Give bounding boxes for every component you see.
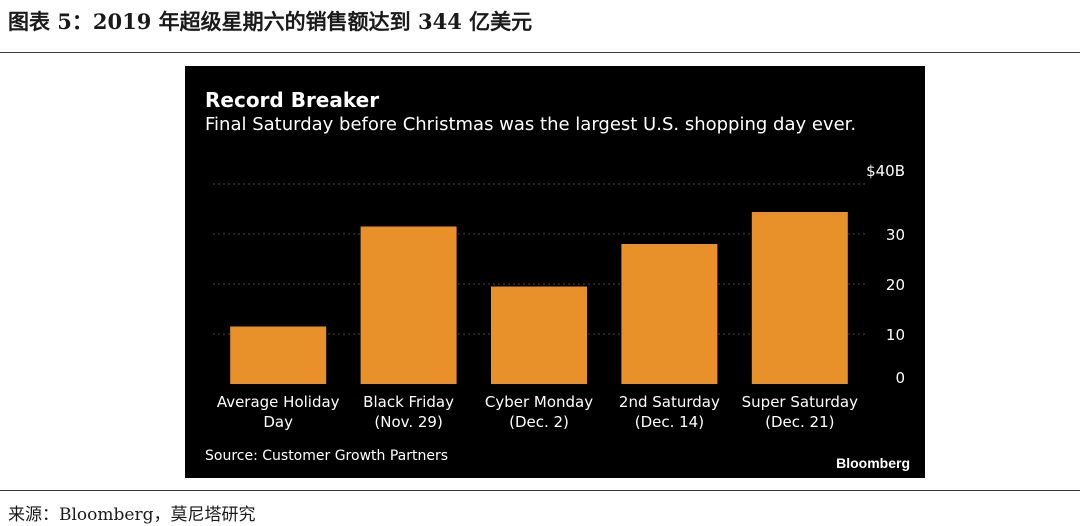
bar bbox=[751, 212, 848, 384]
bloomberg-logo: Bloomberg bbox=[836, 455, 910, 471]
bar bbox=[230, 326, 327, 384]
figure-title: 图表 5：2019 年超级星期六的销售额达到 344 亿美元 bbox=[8, 9, 533, 34]
top-divider bbox=[0, 52, 1080, 53]
x-tick-label: (Dec. 21) bbox=[765, 413, 834, 431]
y-tick-label: 10 bbox=[886, 326, 905, 344]
chart-source: Source: Customer Growth Partners bbox=[205, 448, 449, 464]
chart-title: Record Breaker bbox=[205, 88, 380, 112]
y-tick-label: 30 bbox=[886, 226, 905, 244]
x-tick-label: (Nov. 29) bbox=[374, 413, 442, 431]
y-tick-label: 20 bbox=[886, 276, 905, 294]
x-tick-label: (Dec. 2) bbox=[509, 413, 569, 431]
bar bbox=[491, 286, 587, 384]
chart-subtitle: Final Saturday before Christmas was the … bbox=[205, 114, 857, 135]
bar bbox=[621, 244, 718, 384]
x-tick-label: Cyber Monday bbox=[485, 393, 593, 411]
x-tick-label: (Dec. 14) bbox=[635, 413, 704, 431]
x-tick-label: Black Friday bbox=[363, 393, 454, 411]
x-tick-label: Super Saturday bbox=[742, 393, 858, 411]
y-tick-label: $40B bbox=[866, 162, 905, 180]
x-tick-label: Day bbox=[263, 413, 293, 431]
y-tick-label: 0 bbox=[895, 369, 905, 387]
x-tick-label: 2nd Saturday bbox=[619, 393, 720, 411]
bottom-divider bbox=[0, 490, 1080, 491]
bar-chart: 0 10 20 30 $40B Average Holiday Day Black Frida… bbox=[213, 162, 905, 431]
bar bbox=[360, 226, 457, 384]
x-tick-label: Average Holiday bbox=[217, 393, 340, 411]
figure-source: 来源：Bloomberg，莫尼塔研究 bbox=[8, 505, 256, 525]
chart-panel: Record Breaker Final Saturday before Chr… bbox=[185, 66, 925, 478]
